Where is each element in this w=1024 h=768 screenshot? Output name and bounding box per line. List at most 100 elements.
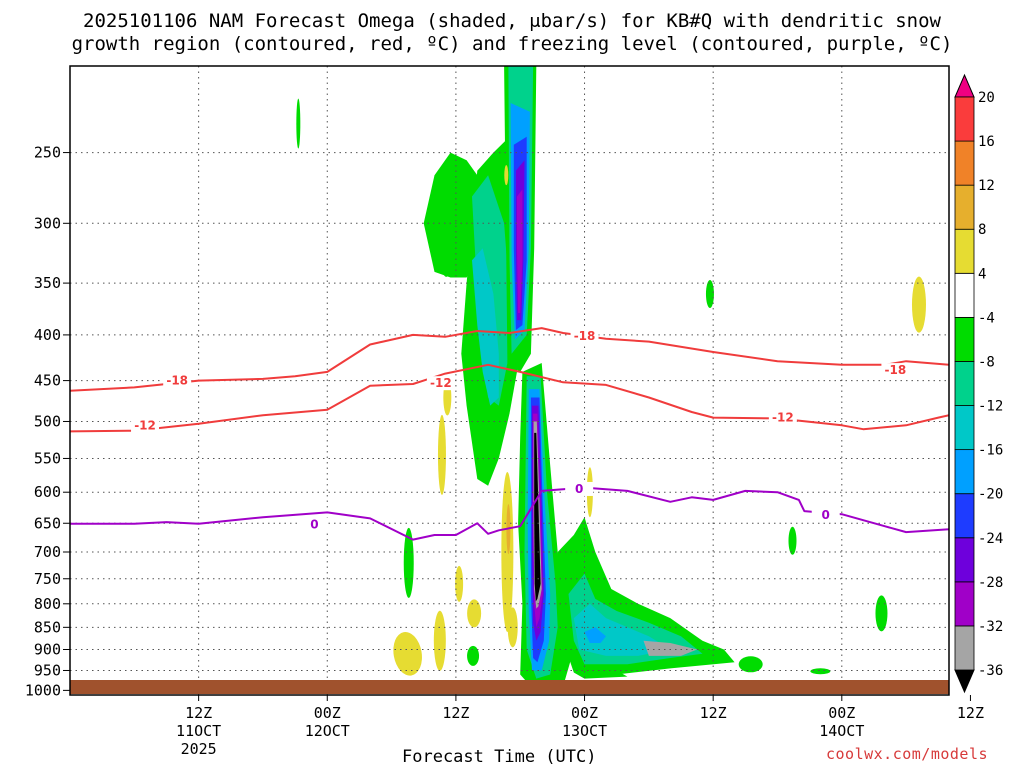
y-tick-label-1000: 1000: [25, 681, 61, 699]
omega-patch-upper-green-2: [423, 152, 478, 278]
y-tick-label-950: 950: [34, 661, 61, 679]
omega-yellow-patch-11: [504, 165, 509, 186]
x-tick-label: 12Z: [442, 704, 469, 722]
contour-label: -18: [574, 329, 596, 343]
omega-shading: [296, 66, 926, 687]
colorbar-segment: [954, 140, 975, 186]
contour-label-bg: [811, 507, 840, 522]
omega-yellow-patch-2: [433, 610, 446, 671]
y-tick-label-350: 350: [34, 274, 61, 292]
contour-label: -12: [772, 411, 794, 425]
colorbar-label: 4: [978, 266, 986, 282]
colorbar-label: -4: [978, 310, 995, 326]
x-tick-label: 00Z: [314, 704, 341, 722]
omega-green-patch-5: [788, 526, 797, 555]
omega-yellow-patch-4: [455, 565, 464, 602]
colorbar-label: 20: [978, 90, 995, 106]
colorbar-label: 16: [978, 134, 995, 150]
colorbar-label: -20: [978, 487, 1003, 503]
contour-label-bg: [300, 517, 329, 532]
colorbar-segment: [954, 272, 975, 318]
title-line-2: growth region (contoured, red, ºC) and f…: [71, 33, 953, 55]
credit-link[interactable]: coolwx.com/models: [826, 745, 989, 763]
colorbar: -36 -32 -28 -24 -20 -16 -12 -8 -4 4 8 12 16 20: [954, 73, 1003, 694]
colorbar-arrow-bottom: [954, 669, 975, 694]
colorbar-segment: [954, 405, 975, 451]
omega-yellow-patch-7: [507, 607, 518, 648]
y-tick-label-450: 450: [34, 372, 61, 390]
contour-label: -12: [430, 376, 452, 390]
omega-column-upper-purple: [517, 189, 523, 313]
y-tick-label-900: 900: [34, 640, 61, 658]
x-tick-label: 00Z: [828, 704, 855, 722]
omega-yellow-patch-5: [467, 599, 482, 628]
colorbar-segment: [954, 537, 975, 583]
omega-green-patch-7: [875, 595, 888, 632]
colorbar-label: -16: [978, 443, 1003, 459]
colorbar-segment: [954, 493, 975, 539]
y-tick-label-700: 700: [34, 543, 61, 561]
omega-yellow-patch-1: [393, 631, 422, 676]
y-tick-label-750: 750: [34, 570, 61, 588]
colorbar-label: -24: [978, 531, 1003, 547]
contour-label-bg: [768, 410, 797, 425]
omega-core-black: [534, 432, 541, 602]
contour-label: -18: [166, 374, 188, 388]
contour-line: [70, 327, 949, 392]
colorbar-segment: [954, 184, 975, 230]
colorbar-segment: [954, 625, 975, 671]
x-tick-label: 00Z: [571, 704, 598, 722]
x-tick-label: 13OCT: [562, 722, 607, 740]
colorbar-arrow-top: [954, 73, 975, 98]
contour-label-bg: [570, 328, 599, 343]
grid-lines: [70, 66, 949, 695]
contour-label: -18: [885, 363, 907, 377]
contour-line: [70, 363, 949, 433]
y-tick-label-600: 600: [34, 483, 61, 501]
omega-yellow-patch-10: [911, 276, 926, 333]
colorbar-label: 12: [978, 178, 995, 194]
temperature-contours: -18 -18 -18 -12 -12 -12 0 0 0: [70, 327, 949, 541]
colorbar-label: -32: [978, 619, 1003, 635]
y-axis: 250 300 350 400 450 500 550 600 650 700 750 800 850 9…: [25, 144, 70, 699]
contour-label-bg: [131, 418, 160, 433]
contour-label: 0: [575, 482, 583, 496]
x-tick-label: 11OCT: [176, 722, 221, 740]
y-tick-label-300: 300: [34, 214, 61, 232]
x-tick-label: 14OCT: [819, 722, 864, 740]
colorbar-label: 8: [978, 222, 986, 238]
contour-label-bg: [426, 376, 455, 391]
omega-green-patch-9: [443, 266, 450, 277]
omega-green-patch-6: [738, 656, 763, 673]
contour-label-bg: [163, 373, 192, 388]
omega-yellow-patch-9: [437, 414, 446, 495]
x-tick-label: 12OCT: [305, 722, 350, 740]
omega-trail-lightgray: [643, 640, 698, 656]
contour-label-bg: [881, 363, 910, 378]
y-tick-label-650: 650: [34, 514, 61, 532]
contour-line: [70, 486, 949, 541]
colorbar-segment: [954, 96, 975, 142]
x-tick-label: 2025: [181, 740, 217, 758]
contour-label: 0: [310, 517, 318, 531]
colorbar-segment: [954, 581, 975, 627]
y-tick-label-550: 550: [34, 449, 61, 467]
x-tick-label: 12Z: [185, 704, 212, 722]
ground-surface: [70, 680, 949, 694]
omega-green-patch-8: [810, 668, 831, 675]
omega-green-patch-2: [403, 527, 414, 598]
x-axis-title: Forecast Time (UTC): [402, 747, 597, 767]
colorbar-label: -12: [978, 399, 1003, 415]
contour-label: -12: [134, 418, 156, 432]
colorbar-segment: [954, 449, 975, 495]
omega-green-patch-3: [467, 645, 480, 666]
colorbar-segment: [954, 228, 975, 274]
x-tick-label: 12Z: [957, 704, 984, 722]
contour-label-bg: [565, 481, 594, 496]
omega-green-patch-4: [705, 280, 714, 309]
y-tick-label-400: 400: [34, 326, 61, 344]
colorbar-label: -8: [978, 354, 995, 370]
